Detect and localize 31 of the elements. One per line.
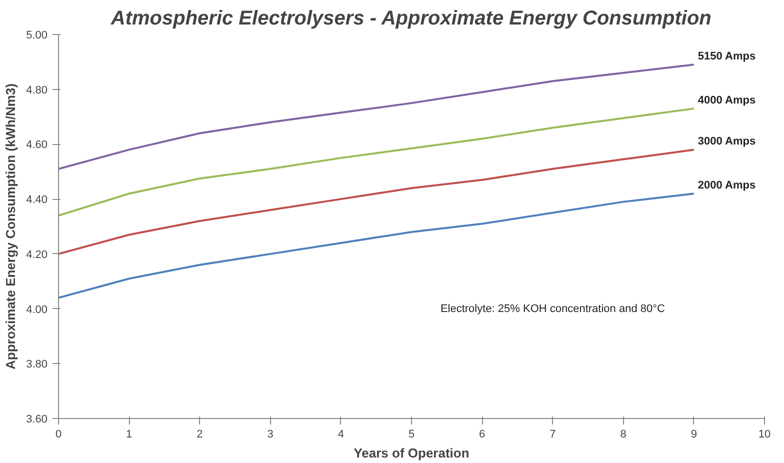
series-label: 2000 Amps (698, 180, 756, 192)
series-label: 4000 Amps (698, 94, 756, 107)
x-tick-label: 4 (338, 428, 344, 440)
x-tick-label: 10 (758, 428, 771, 440)
y-tick-label: 4.20 (26, 248, 48, 261)
x-tick-label: 3 (267, 428, 274, 440)
line-series (58, 148, 695, 255)
x-tick-label: 7 (550, 428, 556, 440)
line-series (58, 108, 695, 217)
line-series (58, 192, 695, 299)
chart-title: Atmospheric Electrolysers - Approximate Energy Consumption (110, 8, 712, 30)
line-series (58, 64, 695, 170)
x-tick-label: 2 (196, 428, 203, 440)
y-tick-label: 5.00 (26, 30, 48, 42)
x-tick-label: 0 (55, 428, 62, 440)
x-axis-title: Years of Operation (354, 446, 470, 460)
x-tick-label: 8 (620, 428, 626, 440)
x-tick-label: 9 (690, 428, 697, 440)
x-tick-label: 5 (408, 428, 415, 440)
y-tick-label: 4.00 (26, 304, 48, 316)
y-tick-label: 3.60 (26, 414, 48, 426)
x-tick-label: 6 (479, 428, 486, 440)
series-label: 3000 Amps (698, 136, 756, 148)
series-label: 5150 Amps (698, 50, 756, 63)
y-tick-label: 4.60 (26, 139, 48, 152)
y-tick-label: 3.80 (26, 358, 48, 371)
y-axis-title: Approximate Energy Consumption (kWh/Nm3) (3, 83, 18, 370)
y-tick-label: 4.40 (26, 194, 48, 206)
annotation: Electrolyte: 25% KOH concentration and 80°C (440, 302, 666, 315)
x-tick-label: 1 (126, 428, 132, 440)
y-tick-label: 4.80 (26, 84, 48, 96)
